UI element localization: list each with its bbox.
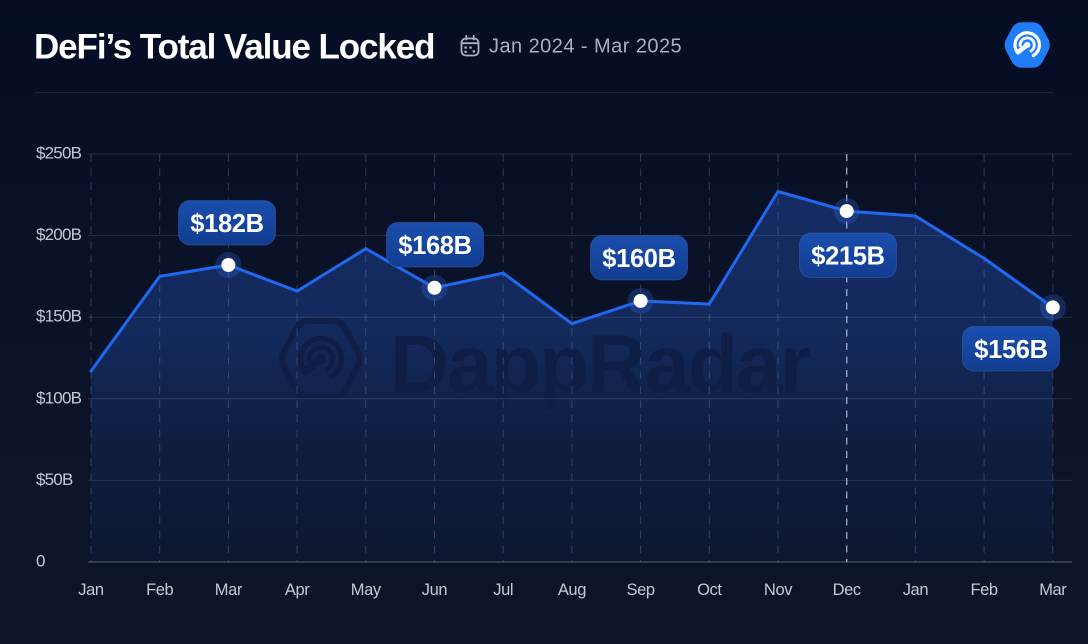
svg-text:Feb: Feb: [970, 581, 997, 599]
svg-text:Aug: Aug: [558, 581, 586, 599]
svg-text:Jan: Jan: [78, 581, 104, 599]
svg-text:Mar: Mar: [1039, 581, 1067, 599]
svg-text:$100B: $100B: [36, 388, 82, 407]
svg-text:$150B: $150B: [36, 307, 82, 326]
svg-text:$168B: $168B: [398, 232, 471, 260]
svg-text:Oct: Oct: [697, 581, 722, 599]
svg-text:$50B: $50B: [36, 470, 73, 489]
svg-text:Dec: Dec: [833, 581, 861, 599]
svg-text:Feb: Feb: [146, 581, 173, 599]
svg-text:$250B: $250B: [36, 144, 82, 163]
svg-text:Jan 2024 - Mar 2025: Jan 2024 - Mar 2025: [489, 36, 682, 58]
svg-text:Apr: Apr: [285, 581, 310, 599]
svg-text:DappRadar: DappRadar: [390, 319, 811, 410]
svg-text:$156B: $156B: [974, 336, 1047, 364]
svg-text:Sep: Sep: [627, 581, 655, 599]
svg-text:$160B: $160B: [602, 245, 675, 273]
svg-text:Mar: Mar: [215, 581, 243, 599]
svg-text:$182B: $182B: [190, 210, 263, 238]
svg-text:May: May: [351, 581, 382, 599]
svg-text:0: 0: [36, 552, 45, 571]
svg-text:Nov: Nov: [764, 581, 793, 599]
svg-text:Jan: Jan: [903, 581, 929, 599]
svg-text:$200B: $200B: [36, 225, 82, 244]
svg-text:Jun: Jun: [422, 581, 448, 599]
svg-text:Jul: Jul: [493, 581, 513, 599]
svg-text:$215B: $215B: [811, 243, 884, 271]
svg-text:DeFi’s Total Value Locked: DeFi’s Total Value Locked: [34, 28, 434, 67]
